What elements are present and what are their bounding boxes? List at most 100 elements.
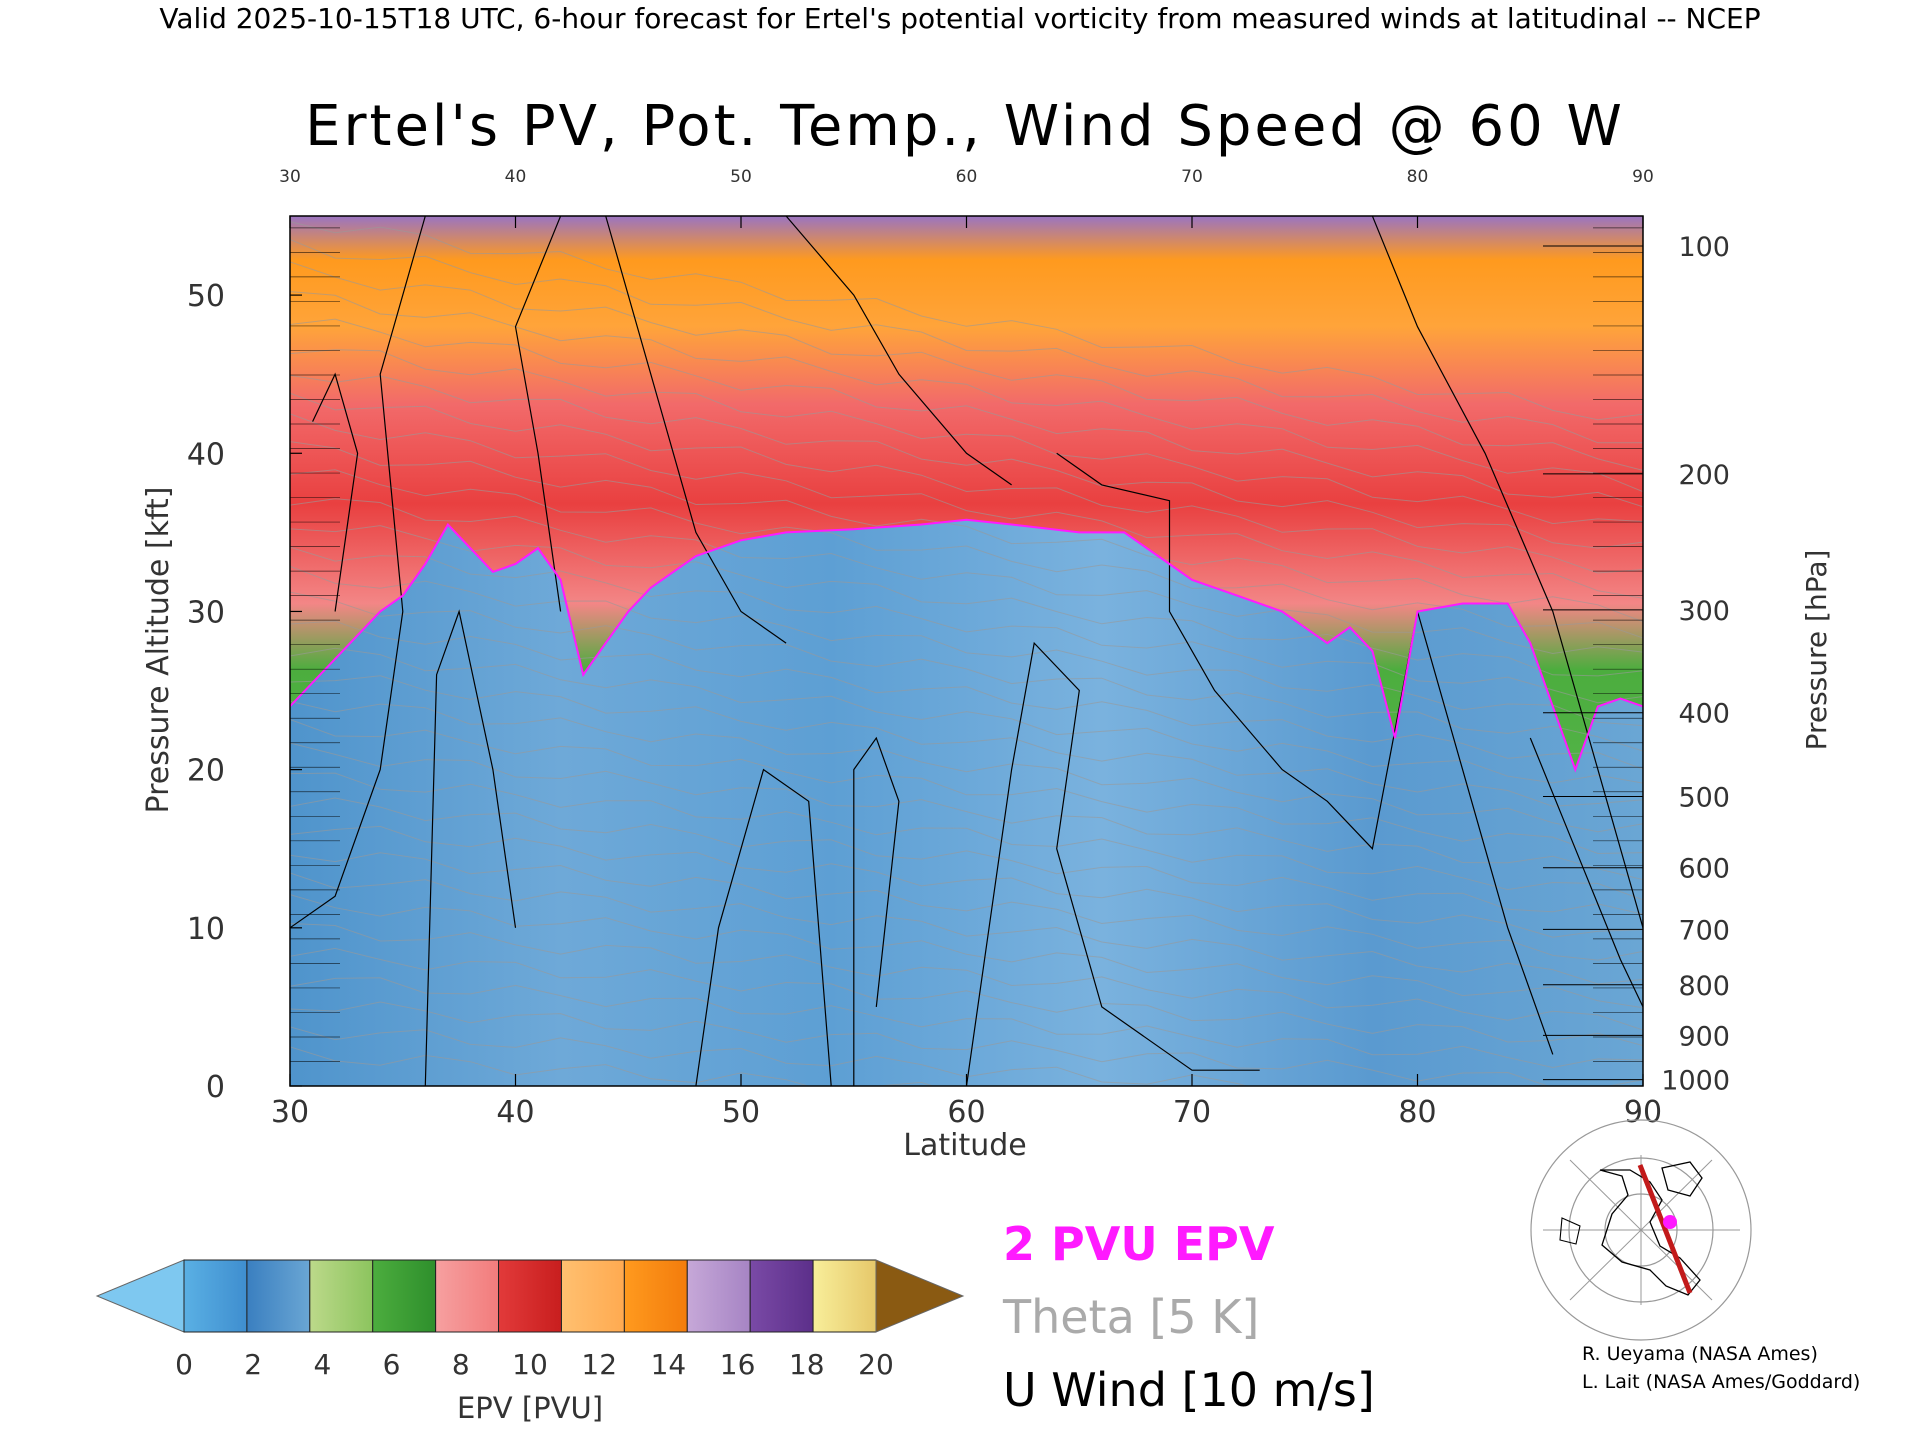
pressure-tick-label: 700 <box>1678 915 1730 946</box>
u-wind-contour-line <box>785 216 1012 486</box>
x-tick-label: 90 <box>1624 1095 1662 1130</box>
pressure-tick-label: 300 <box>1678 596 1730 627</box>
y-axis-left: 0 10 20 30 40 50 <box>187 279 302 1105</box>
y-tick-label: 0 <box>206 1070 225 1105</box>
u-wind-contour-line <box>290 216 426 929</box>
u-wind-contour-line <box>1056 452 1554 1055</box>
pressure-tick-label: 400 <box>1678 699 1730 730</box>
legend-pv-contour: 2 PVU EPV <box>1003 1217 1275 1271</box>
pressure-tick-label: 100 <box>1678 232 1730 263</box>
theta-contour-line <box>290 498 1643 655</box>
theta-contour-line <box>290 261 1643 471</box>
y-axis-right-pressure: 100 200 300 400 500 600 700 800 900 1000 <box>1661 232 1730 1097</box>
colorbar-segment <box>686 1259 751 1333</box>
x-top-tick-label: 30 <box>279 167 301 187</box>
plot-area <box>289 215 1644 1087</box>
cross-section-line <box>1637 1164 1693 1294</box>
colorbar-segment <box>372 1259 437 1333</box>
colorbar-tick-label: 4 <box>313 1348 331 1381</box>
axes: 30 40 50 60 70 80 90 30 40 50 60 70 80 90 0 10 20 30 40 5… <box>187 167 1730 1130</box>
colorbar-tick-label: 14 <box>651 1348 687 1381</box>
pressure-tick-marks <box>290 227 1643 1087</box>
theta-contour-line <box>290 565 1643 727</box>
theta-contour-line <box>290 374 1643 549</box>
x-top-tick-label: 60 <box>956 167 978 187</box>
legend-u-wind: U Wind [10 m/s] <box>1003 1363 1375 1417</box>
colorbar-segment <box>498 1259 562 1333</box>
u-wind-contour-line <box>312 372 359 612</box>
colorbar-tick-label: 20 <box>858 1348 894 1381</box>
colorbar-tick-label: 0 <box>175 1348 193 1381</box>
u-wind-contour-line <box>1529 737 1643 1008</box>
colorbar-segment <box>183 1259 248 1333</box>
u-wind-contour-line <box>424 609 517 1086</box>
y-tick-label: 50 <box>187 279 225 314</box>
pressure-tick-label: 1000 <box>1661 1066 1730 1097</box>
colorbar-segment <box>812 1259 877 1333</box>
theta-contour-line <box>290 772 1643 901</box>
colorbar-tick-label: 16 <box>720 1348 756 1381</box>
pressure-tick-label: 600 <box>1678 854 1730 885</box>
theta-contour-line <box>290 700 1643 833</box>
colorbar-under-arrow <box>95 1259 185 1333</box>
theta-contour-line <box>290 469 1643 639</box>
x-axis-top: 30 40 50 60 70 80 90 <box>279 167 1654 228</box>
x-axis-label: Latitude <box>903 1128 1026 1163</box>
pressure-tick-label: 500 <box>1678 783 1730 814</box>
u-wind-contour-line <box>965 641 1260 1086</box>
x-top-tick-label: 80 <box>1407 167 1429 187</box>
u-wind-contour-line <box>605 216 787 644</box>
cross-section-marker <box>1663 1215 1677 1229</box>
theta-contour-line <box>290 238 1643 444</box>
theta-contour-line <box>290 852 1643 961</box>
theta-contour-line <box>290 923 1643 1031</box>
x-top-tick-label: 70 <box>1181 167 1203 187</box>
colorbar-tick-label: 12 <box>581 1348 617 1381</box>
x-tick-label: 40 <box>496 1095 534 1130</box>
colorbar-over-arrow <box>875 1259 965 1333</box>
colorbar-tick-label: 6 <box>383 1348 401 1381</box>
colorbar-tick-label: 10 <box>512 1348 548 1381</box>
y-axis-label: Pressure Altitude [kft] <box>141 487 176 814</box>
x-tick-label: 50 <box>722 1095 760 1130</box>
colorbar-segment <box>246 1259 311 1333</box>
colorbar-tick-label: 8 <box>452 1348 470 1381</box>
u-wind-contour-line <box>853 736 900 1086</box>
locator-map <box>1530 1119 1752 1341</box>
colorbar-segment <box>435 1259 500 1333</box>
theta-contour-line <box>290 221 1643 421</box>
stratosphere-field <box>290 216 1643 770</box>
u-wind-contours <box>290 216 1643 1086</box>
theta-contour-line <box>290 413 1643 599</box>
chart-title: Ertel's PV, Pot. Temp., Wind Speed @ 60 … <box>305 94 1625 159</box>
theta-contour-line <box>290 947 1643 1047</box>
forecast-header: Valid 2025-10-15T18 UTC, 6-hour forecast… <box>159 2 1760 35</box>
colorbar: 0 2 4 6 8 10 12 14 16 18 20 <box>95 1259 965 1381</box>
y-tick-label: 40 <box>187 437 225 472</box>
u-wind-contour-line <box>695 768 832 1086</box>
theta-contour-line <box>290 620 1643 770</box>
x-top-tick-label: 50 <box>730 167 752 187</box>
x-top-tick-label: 40 <box>505 167 527 187</box>
colorbar-tick-label: 18 <box>789 1348 825 1381</box>
theta-contour-line <box>290 349 1643 525</box>
pressure-tick-label: 800 <box>1678 971 1730 1002</box>
x-tick-label: 80 <box>1398 1095 1436 1130</box>
theta-contour-line <box>290 872 1643 985</box>
theta-contour-line <box>290 977 1643 1069</box>
x-tick-label: 30 <box>271 1095 309 1130</box>
legend-theta: Theta [5 K] <box>1002 1290 1259 1344</box>
theta-contour-line <box>290 647 1643 784</box>
theta-contour-line <box>290 441 1643 623</box>
colorbar-segment <box>309 1259 374 1333</box>
y-tick-label: 30 <box>187 595 225 630</box>
theta-contours <box>290 221 1643 1086</box>
colorbar-tick-label: 2 <box>244 1348 262 1381</box>
colorbar-segment <box>560 1259 625 1333</box>
credit-line-2: L. Lait (NASA Ames/Goddard) <box>1582 1371 1860 1393</box>
theta-contour-line <box>290 392 1643 574</box>
theta-contour-line <box>290 797 1643 915</box>
y-tick-label: 20 <box>187 754 225 789</box>
colorbar-label: EPV [PVU] <box>457 1391 603 1425</box>
